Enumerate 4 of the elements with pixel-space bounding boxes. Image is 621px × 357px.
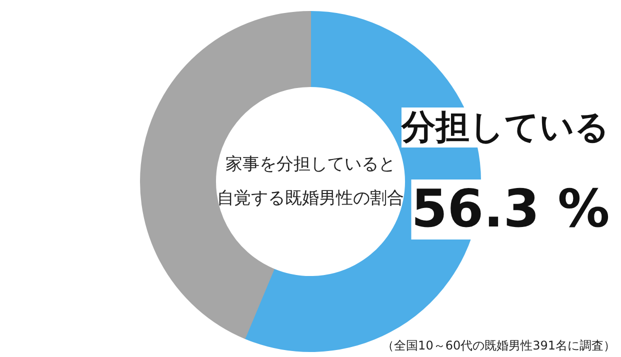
slice-label: 分担している [400, 108, 610, 148]
text: 家事を分担していると自覚する既婚男性の割合 [217, 154, 404, 208]
data-label: 56.3 % [411, 180, 610, 240]
text: （全国10～60代の既婚男性391名に調査） [382, 338, 616, 352]
